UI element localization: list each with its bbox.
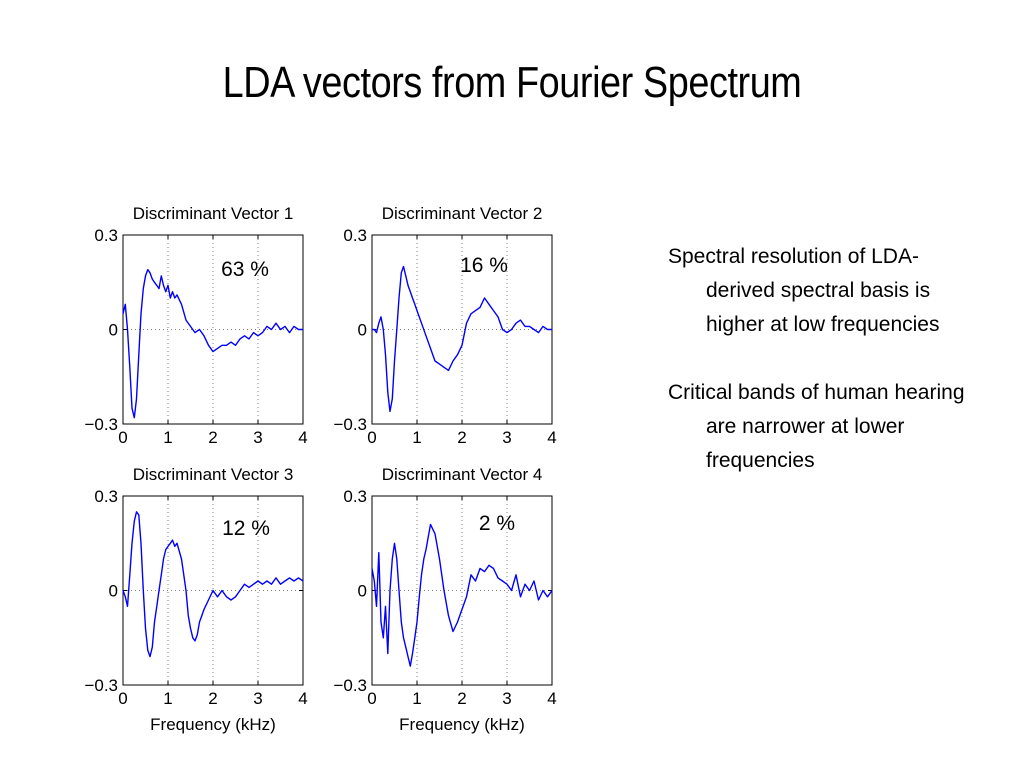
variance-annotation: 63 % bbox=[221, 258, 269, 281]
y-tick-label: −0.3 bbox=[333, 676, 367, 695]
x-tick-label: 1 bbox=[412, 428, 421, 447]
y-tick-label: 0.3 bbox=[343, 226, 367, 245]
x-tick-label: 1 bbox=[163, 428, 172, 447]
x-tick-label: 3 bbox=[502, 428, 511, 447]
chart-title: Discriminant Vector 3 bbox=[133, 465, 294, 484]
chart-title: Discriminant Vector 2 bbox=[382, 204, 543, 223]
x-tick-label: 3 bbox=[502, 689, 511, 708]
x-tick-label: 1 bbox=[163, 689, 172, 708]
series-line bbox=[371, 523, 553, 667]
y-tick-label: 0.3 bbox=[343, 487, 367, 506]
x-tick-label: 0 bbox=[367, 428, 376, 447]
variance-annotation: 12 % bbox=[222, 517, 270, 540]
x-tick-label: 2 bbox=[457, 689, 466, 708]
x-tick-label: 0 bbox=[367, 689, 376, 708]
x-tick-label: 3 bbox=[253, 428, 262, 447]
y-tick-label: 0 bbox=[358, 321, 367, 340]
chart-title: Discriminant Vector 1 bbox=[133, 204, 294, 223]
y-tick-label: 0.3 bbox=[94, 487, 118, 506]
x-axis-label: Frequency (kHz) bbox=[150, 715, 276, 734]
y-tick-label: 0 bbox=[358, 582, 367, 601]
x-tick-label: 4 bbox=[298, 689, 307, 708]
x-tick-label: 1 bbox=[412, 689, 421, 708]
chart-title: Discriminant Vector 4 bbox=[382, 465, 543, 484]
x-tick-label: 3 bbox=[253, 689, 262, 708]
x-tick-label: 0 bbox=[118, 428, 127, 447]
bullet-critical-bands: Critical bands of human hearing are narr… bbox=[668, 381, 965, 472]
y-tick-label: 0 bbox=[109, 321, 118, 340]
x-tick-label: 2 bbox=[208, 428, 217, 447]
series-line bbox=[122, 268, 303, 419]
bullet-list: Spectral resolution of LDA-derived spect… bbox=[668, 240, 968, 512]
y-tick-label: 0.3 bbox=[94, 226, 118, 245]
y-tick-label: −0.3 bbox=[84, 415, 118, 434]
x-tick-label: 2 bbox=[457, 428, 466, 447]
x-tick-label: 0 bbox=[118, 689, 127, 708]
series-line bbox=[372, 265, 552, 413]
y-tick-label: 0 bbox=[109, 582, 118, 601]
y-tick-label: −0.3 bbox=[84, 676, 118, 695]
bullet-spectral-resolution: Spectral resolution of LDA-derived spect… bbox=[668, 245, 940, 336]
variance-annotation: 16 % bbox=[460, 254, 508, 277]
variance-annotation: 2 % bbox=[479, 512, 515, 535]
x-tick-label: 4 bbox=[547, 689, 556, 708]
x-tick-label: 4 bbox=[298, 428, 307, 447]
x-tick-label: 2 bbox=[208, 689, 217, 708]
y-tick-label: −0.3 bbox=[333, 415, 367, 434]
slide-title: LDA vectors from Fourier Spectrum bbox=[222, 58, 802, 107]
x-axis-label: Frequency (kHz) bbox=[399, 715, 525, 734]
series-line bbox=[122, 511, 304, 658]
x-tick-label: 4 bbox=[547, 428, 556, 447]
